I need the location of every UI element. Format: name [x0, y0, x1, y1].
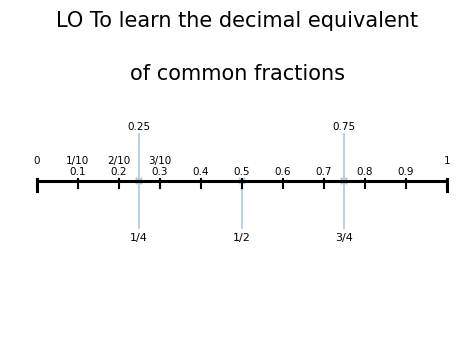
Text: 1/2: 1/2 [233, 233, 251, 242]
Text: 1/10: 1/10 [66, 156, 89, 166]
Text: 1: 1 [444, 156, 450, 166]
Text: 2/10: 2/10 [107, 156, 130, 166]
Text: 0.4: 0.4 [192, 167, 209, 177]
Text: 0.25: 0.25 [128, 122, 151, 132]
Text: LO To learn the decimal equivalent: LO To learn the decimal equivalent [56, 11, 418, 31]
Text: 0.7: 0.7 [316, 167, 332, 177]
Text: 1/4: 1/4 [130, 233, 148, 242]
Text: 0.5: 0.5 [234, 167, 250, 177]
Text: of common fractions: of common fractions [129, 64, 345, 84]
Text: 0.2: 0.2 [110, 167, 127, 177]
Text: 3/10: 3/10 [148, 156, 171, 166]
Text: 0.75: 0.75 [333, 122, 356, 132]
Text: 0.6: 0.6 [274, 167, 291, 177]
Text: 0.3: 0.3 [152, 167, 168, 177]
Text: 0: 0 [33, 156, 40, 166]
Text: 0.9: 0.9 [398, 167, 414, 177]
Text: 0.8: 0.8 [356, 167, 373, 177]
Text: 3/4: 3/4 [335, 233, 353, 242]
Text: 0.1: 0.1 [69, 167, 86, 177]
